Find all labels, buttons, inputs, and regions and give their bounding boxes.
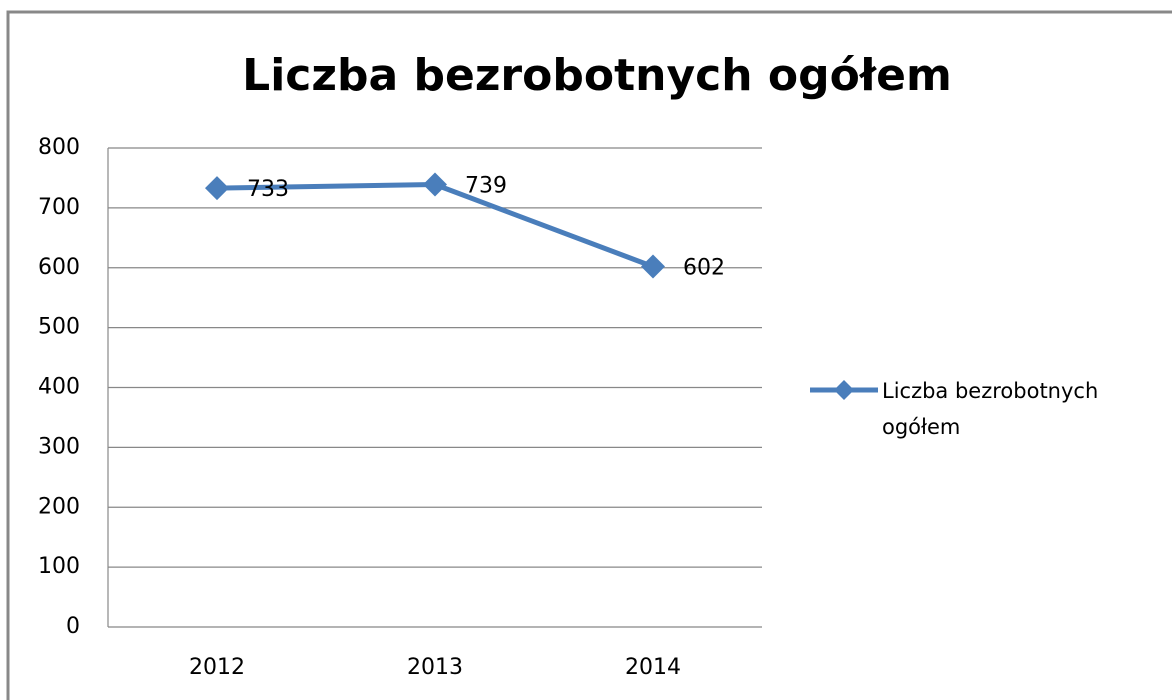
marker <box>423 172 447 197</box>
y-tick-label: 800 <box>38 135 80 160</box>
data-label: 602 <box>683 256 725 281</box>
y-tick-label: 0 <box>66 614 80 639</box>
y-tick-label: 600 <box>38 255 80 280</box>
y-tick-label: 100 <box>38 554 80 579</box>
y-tick-label: 700 <box>38 195 80 220</box>
data-label: 739 <box>465 174 507 199</box>
x-tick-label: 2014 <box>625 655 681 680</box>
chart-title: Liczba bezrobotnych ogółem <box>242 50 952 101</box>
marker <box>641 254 665 279</box>
legend-label: Liczba bezrobotnych ogółem <box>882 379 1099 439</box>
data-label: 733 <box>247 177 289 202</box>
y-tick-label: 200 <box>38 494 80 519</box>
chart-frame <box>6 10 1172 700</box>
marker <box>205 176 229 201</box>
y-tick-label: 300 <box>38 434 80 459</box>
x-tick-label: 2012 <box>189 655 245 680</box>
legend-marker <box>834 380 854 400</box>
y-tick-label: 400 <box>38 375 80 400</box>
x-tick-label: 2013 <box>407 655 463 680</box>
y-tick-label: 500 <box>38 315 80 340</box>
